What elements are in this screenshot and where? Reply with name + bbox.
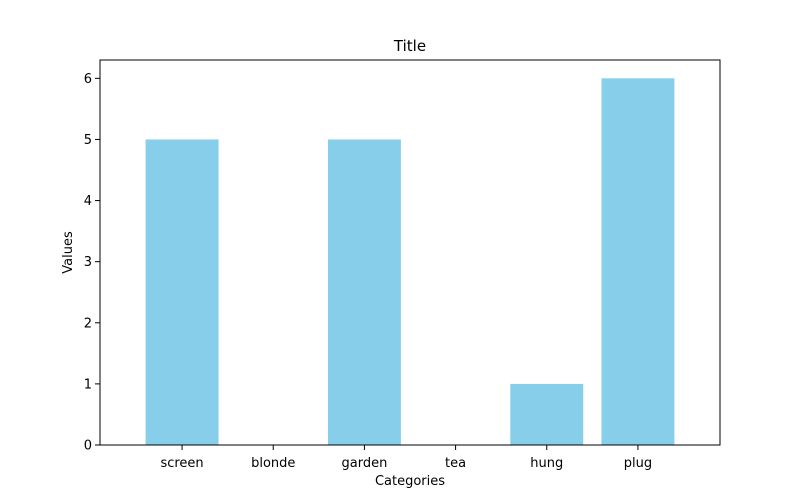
bars-group: [145, 78, 675, 445]
x-tick-label-tea: tea: [445, 456, 466, 471]
bar-screen: [145, 139, 219, 445]
bar-hung: [510, 383, 584, 445]
plot-area-frame: [99, 59, 721, 446]
x-tick-label-plug: plug: [624, 456, 652, 471]
y-tick-label: 4: [84, 194, 92, 209]
y-axis-title: Values: [61, 231, 76, 274]
x-axis: screen blonde garden tea hung plug: [160, 445, 652, 471]
x-tick-label-screen: screen: [160, 456, 203, 471]
x-tick-label-garden: garden: [341, 456, 387, 471]
chart-title: Title: [393, 37, 426, 55]
y-tick-label: 5: [84, 133, 92, 148]
bar-plug: [601, 78, 675, 445]
y-tick-label: 3: [84, 255, 92, 270]
bar-garden: [327, 139, 401, 445]
y-tick-label: 2: [84, 316, 92, 331]
x-axis-title: Categories: [375, 474, 445, 489]
y-axis: 0 1 2 3 4 5 6: [84, 72, 100, 454]
y-tick-label: 1: [84, 377, 92, 392]
x-tick-label-blonde: blonde: [251, 456, 295, 471]
x-tick-label-hung: hung: [530, 456, 563, 471]
y-tick-label: 6: [84, 72, 92, 87]
y-tick-label: 0: [84, 439, 92, 454]
